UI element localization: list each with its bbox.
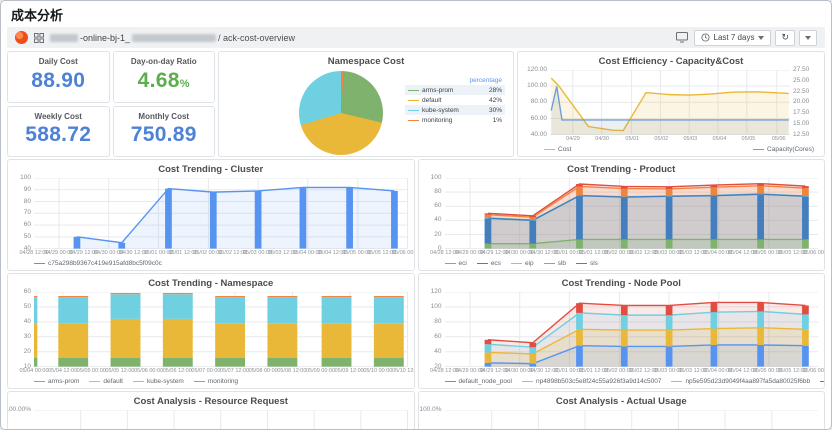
panel-title: Cost Analysis - Resource Request: [133, 396, 288, 407]
chevron-down-icon: [758, 35, 765, 40]
stat-title: Weekly Cost: [34, 111, 82, 121]
monitor-icon: [675, 32, 688, 43]
panel-title: Cost Trending - Namespace: [148, 278, 274, 289]
time-range-picker[interactable]: Last 7 days: [693, 29, 772, 46]
cost-trending-node-pool-chart[interactable]: [445, 292, 819, 367]
legend-item[interactable]: virtual_kubelet: [820, 378, 824, 385]
legend-item[interactable]: default: [89, 378, 123, 385]
redacted-text: [132, 33, 217, 42]
legend-item[interactable]: eip: [510, 260, 534, 267]
org-logo-icon[interactable]: [15, 31, 28, 44]
breadcrumb-cluster-name: -online-bj-1_: [80, 32, 131, 43]
y-axis-left: 100 80 60 40 20 0: [430, 174, 442, 252]
y-axis-left: 100.00%80.00%: [7, 406, 31, 414]
x-axis: 04/28 12:00 04/29 00:00 04/29 12:00 04/30 0…: [19, 250, 414, 256]
redacted-text: [50, 33, 78, 42]
y-axis-right: 27.50 25.00 22.50 20.00 17.50 15.00 12.50: [793, 66, 810, 138]
legend-item[interactable]: sls: [575, 260, 598, 267]
legend-item[interactable]: Cost: [544, 146, 571, 153]
y-axis-left: 120.00 100.00 80.00 60.00 40.00: [527, 66, 547, 138]
cost-trending-namespace-chart[interactable]: [34, 292, 408, 367]
cost-analysis-resource-request-chart[interactable]: [34, 410, 408, 430]
chart-legend: eci ecs eip slb sls: [419, 258, 825, 270]
panel-title: Cost Trending - Node Pool: [561, 278, 681, 289]
legend-item[interactable]: c75a298b9367c419e915afd8bc5f09c0c: [34, 260, 162, 267]
stat-value: 588.72: [25, 123, 92, 147]
dashboard-navbar: -online-bj-1_ / ack-cost-overview Last 7…: [7, 27, 825, 48]
chart-legend: Cost Capacity(Cores): [518, 144, 824, 156]
page-header: 成本分析: [1, 1, 831, 27]
stat-panels: Daily Cost 88.90 Day-on-day Ratio 4.68% …: [7, 51, 215, 157]
stat-title: Daily Cost: [38, 57, 78, 66]
pie-chart[interactable]: [299, 71, 383, 156]
y-axis-left: 100 90 80 70 60 50 40: [20, 174, 31, 252]
breadcrumb[interactable]: -online-bj-1_ / ack-cost-overview: [50, 33, 295, 43]
stat-panel-daily-cost: Daily Cost 88.90: [7, 51, 110, 103]
x-axis: 04/28 12:00 04/29 00:00 04/29 12:00 04/30 0…: [429, 250, 824, 256]
clock-icon: [700, 33, 710, 42]
page-title: 成本分析: [11, 8, 64, 23]
stat-panel-monthly-cost: Monthly Cost 750.89: [112, 105, 215, 157]
chart-legend: default_node_pool np4898b503c5e8f24c55a92…: [419, 376, 824, 388]
time-range-label: Last 7 days: [713, 33, 755, 42]
panel-title: Cost Trending - Cluster: [158, 164, 264, 175]
cost-trending-cluster-chart[interactable]: [34, 178, 408, 249]
panel-cost-trending-cluster: Cost Trending - Cluster 100 90 80 70 60 50 40 …: [7, 159, 415, 271]
dashboard-grid: Daily Cost 88.90 Day-on-day Ratio 4.68% …: [1, 51, 831, 430]
panel-cost-trending-product: Cost Trending - Product 100 80 60 40 20 0 04/…: [417, 159, 825, 271]
panel-cost-trending-node-pool: Cost Trending - Node Pool 120 100 80 60 40 20…: [417, 273, 825, 389]
refresh-button[interactable]: ↻: [775, 29, 795, 46]
stat-value: 88.90: [31, 68, 86, 92]
panel-title: Namespace Cost: [327, 56, 405, 67]
panel-title: Cost Analysis - Actual Usage: [555, 396, 687, 407]
legend-item[interactable]: np4898b503c5e8f24c55a926f3a9d14c5007: [522, 378, 661, 385]
x-axis: 04/28 12:00 04/29 00:00 04/29 12:00 04/30 0…: [429, 368, 824, 374]
pie-legend-row[interactable]: default 42%: [405, 95, 505, 105]
pie-legend-row[interactable]: kube-system 30%: [405, 105, 505, 116]
legend-item[interactable]: ecs: [476, 260, 501, 267]
refresh-interval-dropdown[interactable]: [799, 29, 817, 46]
stat-title: Day-on-day Ratio: [130, 57, 197, 66]
panel-cost-analysis-actual-usage: Cost Analysis - Actual Usage 100.0%80.0%: [417, 391, 825, 430]
panel-cost-analysis-resource-request: Cost Analysis - Resource Request 100.00%…: [7, 391, 415, 430]
breadcrumb-page-name: / ack-cost-overview: [218, 32, 296, 43]
y-axis-left: 60 50 40 30 20 10: [23, 288, 31, 370]
panel-cost-trending-namespace: Cost Trending - Namespace 60 50 40 30 20 10 0…: [7, 273, 415, 389]
x-axis: 04/29 04/30 05/01 05/02 05/03 05/04 05/05 05/06: [566, 136, 786, 142]
refresh-icon: ↻: [781, 32, 789, 42]
stat-title: Monthly Cost: [138, 111, 190, 121]
stat-panel-weekly-cost: Weekly Cost 588.72: [7, 105, 110, 157]
legend-item[interactable]: kube-system: [132, 378, 184, 385]
legend-item[interactable]: np5e595d23d9049f4aa897fa5da80025f6bb: [671, 378, 810, 385]
stat-panel-day-on-day-ratio: Day-on-day Ratio 4.68%: [112, 51, 215, 103]
cost-analysis-actual-usage-chart[interactable]: [445, 410, 819, 430]
kiosk-mode-button[interactable]: [674, 30, 690, 45]
cost-trending-product-chart[interactable]: [445, 178, 819, 249]
panel-namespace-cost: Namespace Cost percentage arms-prom 28% de…: [218, 51, 514, 157]
legend-item[interactable]: monitoring: [193, 378, 238, 385]
panel-cost-efficiency: Cost Efficiency - Capacity&Cost 120.00 10…: [517, 51, 825, 157]
chevron-down-icon: [805, 35, 811, 40]
dashboard-grid-icon: [34, 32, 44, 43]
legend-item[interactable]: slb: [543, 260, 566, 267]
legend-item[interactable]: arms-prom: [34, 378, 79, 385]
panel-title: Cost Trending - Product: [567, 164, 676, 175]
chart-legend: arms-prom default kube-system monitoring: [8, 376, 414, 388]
legend-item[interactable]: default_node_pool: [444, 378, 512, 385]
cost-efficiency-chart[interactable]: [550, 70, 790, 135]
stat-value: 750.89: [130, 123, 197, 147]
y-axis-left: 100.0%80.0%: [419, 406, 442, 414]
legend-item[interactable]: eci: [444, 260, 467, 267]
pie-legend-row[interactable]: arms-prom 28%: [405, 85, 505, 96]
y-axis-left: 120 100 80 60 40 20: [430, 288, 442, 370]
pie-legend: percentage arms-prom 28% default 42% kube-sy…: [405, 76, 505, 125]
stat-value: 4.68%: [137, 68, 190, 92]
x-axis: 05/04 00:00 05/04 12:00 05/05 00:00 05/05 1…: [19, 368, 414, 374]
pie-legend-row[interactable]: monitoring 1%: [405, 115, 505, 125]
pie-legend-header[interactable]: percentage: [469, 77, 502, 85]
chart-legend: c75a298b9367c419e915afd8bc5f09c0c: [8, 258, 414, 270]
panel-title: Cost Efficiency - Capacity&Cost: [598, 56, 744, 67]
legend-item[interactable]: Capacity(Cores): [753, 146, 814, 153]
